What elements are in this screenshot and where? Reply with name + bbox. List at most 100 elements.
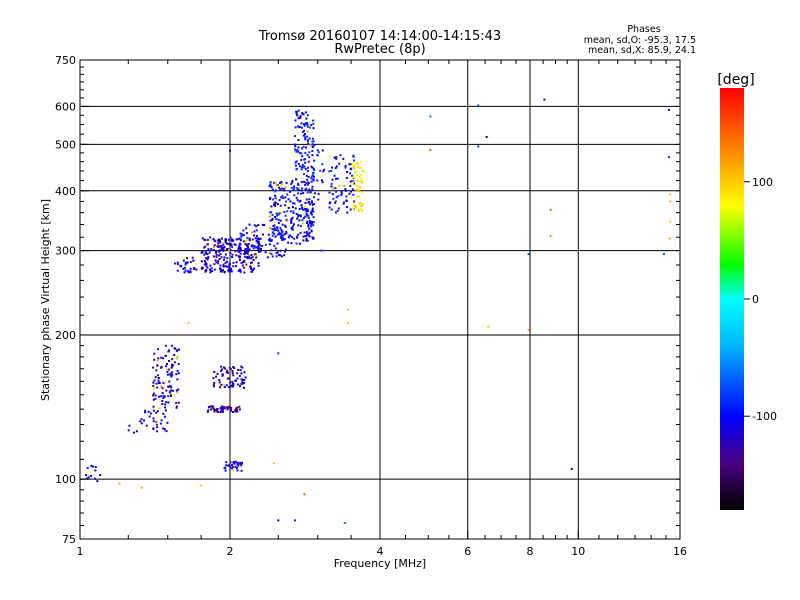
echo-point: [311, 137, 314, 140]
echo-point: [306, 183, 309, 186]
echo-point: [176, 355, 179, 358]
echo-point: [235, 238, 238, 241]
echo-point: [216, 407, 219, 410]
echo-point: [290, 218, 293, 220]
echo-point: [140, 422, 143, 425]
echo-point: [160, 356, 163, 359]
echo-point: [273, 244, 276, 247]
echo-point: [301, 163, 304, 166]
echo-point: [229, 406, 232, 409]
echo-point: [303, 123, 306, 126]
echo-point: [169, 372, 172, 375]
echo-point: [309, 144, 312, 147]
echo-point: [310, 224, 313, 227]
echo-point: [298, 242, 301, 245]
echo-point: [274, 194, 277, 197]
echo-point: [250, 231, 253, 234]
echo-point: [215, 261, 218, 264]
echo-point: [92, 465, 94, 468]
echo-point: [350, 167, 353, 170]
echo-point: [245, 263, 248, 266]
echo-point: [281, 237, 284, 239]
echo-point: [345, 195, 348, 198]
echo-point: [284, 186, 287, 189]
echo-point: [352, 155, 355, 158]
echo-point: [221, 411, 224, 413]
echo-point: [310, 124, 313, 127]
echo-point: [156, 359, 159, 362]
echo-point: [229, 263, 231, 266]
echo-point: [221, 374, 224, 377]
echo-point: [311, 185, 314, 188]
echo-point: [330, 169, 333, 172]
echo-point: [154, 376, 157, 379]
echo-point: [273, 201, 276, 204]
echo-point: [270, 252, 273, 255]
echo-point: [238, 268, 241, 271]
echo-point: [244, 242, 247, 245]
echo-point: [311, 150, 314, 153]
echo-point: [237, 383, 240, 386]
echo-point: [238, 408, 241, 411]
echo-point: [305, 174, 308, 177]
echo-point: [343, 201, 346, 204]
echo-point: [306, 153, 309, 156]
echo-point: [279, 249, 282, 252]
echo-point: [163, 428, 166, 431]
echo-point: [90, 465, 93, 467]
echo-point: [222, 263, 225, 266]
echo-point: [176, 369, 179, 372]
echo-point: [212, 249, 215, 251]
echo-point: [183, 271, 186, 274]
echo-point: [184, 263, 187, 266]
echo-point: [321, 179, 323, 182]
echo-point: [209, 236, 212, 239]
echo-point: [229, 410, 232, 413]
echo-point: [203, 260, 206, 262]
echo-point: [293, 223, 295, 226]
echo-point: [353, 167, 356, 170]
echo-point: [257, 240, 260, 243]
echo-point: [153, 387, 155, 390]
echo-point: [229, 236, 232, 239]
echo-point: [275, 229, 278, 232]
echo-point: [132, 431, 135, 434]
echo-point: [244, 376, 247, 379]
echo-point: [303, 173, 305, 176]
echo-point: [211, 270, 214, 273]
y-tick-label: 750: [55, 54, 76, 67]
echo-point: [307, 223, 310, 226]
echo-point: [161, 392, 164, 394]
echo-point: [218, 254, 221, 257]
echo-point: [358, 210, 360, 213]
echo-point: [176, 261, 179, 264]
echo-point: [257, 262, 260, 265]
echo-point: [301, 187, 304, 190]
echo-point: [282, 234, 285, 237]
echo-point: [293, 237, 296, 240]
echo-point: [358, 195, 361, 198]
echo-point: [220, 368, 223, 371]
echo-point: [356, 179, 359, 182]
echo-point: [156, 386, 159, 389]
echo-point: [156, 410, 159, 413]
echo-point: [313, 159, 315, 162]
echo-point: [281, 223, 284, 226]
echo-point: [280, 237, 283, 240]
echo-point: [477, 104, 480, 107]
echo-point: [246, 252, 249, 255]
echo-point: [219, 407, 222, 410]
echo-point: [302, 208, 305, 211]
echo-point: [227, 268, 230, 271]
echo-point: [277, 203, 279, 206]
echo-point: [189, 267, 192, 270]
echo-point: [243, 371, 246, 374]
echo-point: [311, 145, 314, 148]
echo-point: [305, 208, 308, 211]
echo-point: [240, 464, 243, 467]
echo-point: [236, 461, 239, 464]
echo-point: [356, 174, 359, 177]
echo-point: [335, 190, 338, 193]
echo-point: [162, 357, 165, 360]
echo-point: [213, 385, 215, 388]
